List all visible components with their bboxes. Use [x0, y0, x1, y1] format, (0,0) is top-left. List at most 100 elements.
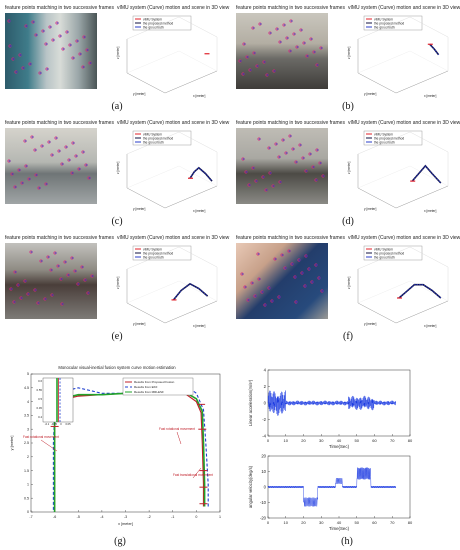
feature-point-match — [41, 145, 44, 147]
plot-title: vIMU system (Curve) motion and scene in … — [117, 235, 230, 241]
inset-x-tick-label: 0 — [60, 422, 62, 426]
accel-y-tick-label: 4 — [264, 368, 267, 373]
grid-line — [409, 246, 449, 268]
grid-line — [178, 131, 218, 153]
feature-point-match — [58, 150, 61, 152]
plot-title: vIMU system (Curve) motion and scene in … — [348, 235, 460, 241]
feature-point-match — [29, 63, 32, 65]
feature-point-match — [86, 49, 89, 51]
grid-line — [178, 246, 218, 268]
feature-point-match — [9, 45, 12, 47]
feature-point-match — [91, 275, 94, 277]
inset-x-tick-label: -0.1 — [45, 422, 50, 426]
feature-point-match — [305, 255, 308, 257]
legend-box — [363, 245, 423, 261]
feature-point-match — [290, 20, 293, 22]
feature-point-match — [57, 265, 60, 267]
feature-point-match — [49, 26, 52, 28]
feature-point-match — [11, 173, 14, 175]
y-axis-label: y [meter] — [133, 207, 146, 211]
accel-x-tick-label: 30 — [319, 438, 324, 443]
feature-point-match — [88, 177, 91, 179]
feature-point-match — [285, 152, 288, 154]
feature-point-match — [21, 182, 24, 184]
feature-point-match — [322, 175, 325, 177]
camera-frame-image — [236, 128, 328, 204]
z-axis-label: z [meter] — [116, 161, 120, 174]
feature-point-match — [14, 271, 17, 273]
feature-point-match — [50, 269, 53, 271]
feature-point-match — [256, 65, 259, 67]
feature-point-match — [44, 298, 47, 300]
feature-points-overlay — [7, 19, 92, 75]
trajectory-proposed — [189, 166, 213, 182]
grid-line — [409, 50, 449, 72]
caption-d: (d) — [342, 216, 354, 227]
feature-point-match — [319, 162, 322, 164]
x-axis — [164, 70, 218, 94]
feature-point-match — [318, 277, 321, 279]
feature-point-match — [244, 286, 247, 288]
y-tick-label: 4 — [27, 400, 29, 404]
inset-y-tick-label: 0.45 — [37, 406, 43, 410]
feature-point-match — [288, 250, 291, 252]
feature-point-match — [315, 264, 318, 266]
photo-title: feature points matching in two successiv… — [236, 5, 345, 11]
feature-point-match — [295, 161, 298, 163]
photo-title: feature points matching in two successiv… — [5, 120, 114, 126]
trajectory-proposed — [411, 164, 442, 184]
feature-point-match — [72, 142, 75, 144]
panel-a: feature points matching in two successiv… — [5, 5, 229, 115]
feature-point-match — [27, 293, 30, 295]
panel-c: feature points matching in two successiv… — [5, 120, 229, 230]
gyro-y-tick-label: 10 — [261, 469, 266, 474]
feature-points-overlay — [7, 135, 91, 190]
feature-point-match — [40, 260, 43, 262]
panel-f: feature points matching in two successiv… — [236, 235, 460, 345]
accel-x-tick-label: 60 — [372, 438, 377, 443]
feature-point-match — [19, 54, 22, 56]
gyro-x-tick-label: 30 — [319, 520, 324, 525]
grid-line — [126, 280, 180, 304]
feature-point-match — [254, 295, 257, 297]
x-axis — [395, 70, 449, 94]
camera-frame-image — [5, 13, 97, 89]
gyro-x-axis-label: Time(Sec) — [329, 526, 350, 531]
y-axis — [357, 72, 397, 94]
feature-point-match — [38, 187, 41, 189]
feature-point-match — [321, 290, 324, 292]
z-axis-label: z [meter] — [347, 46, 351, 59]
feature-point-match — [275, 143, 278, 145]
feature-point-match — [279, 181, 282, 183]
x-tick-label: -1 — [171, 515, 174, 519]
x-axis-label: x [meter] — [424, 209, 437, 213]
y-tick-label: 2.5 — [24, 441, 29, 445]
x-axis-label: x [meter] — [118, 522, 133, 526]
grid-line — [409, 165, 449, 187]
x-tick-label: -2 — [148, 515, 151, 519]
legend-label: vIMU System — [143, 247, 162, 251]
feature-point-match — [266, 74, 269, 76]
feature-point-match — [51, 154, 54, 156]
z-axis-label: z [meter] — [347, 161, 351, 174]
trajectory-truth — [411, 165, 442, 184]
feature-point-match — [286, 37, 289, 39]
x-axis-label: x [meter] — [424, 94, 437, 98]
feature-point-match — [18, 169, 21, 171]
feature-point-match — [22, 67, 25, 69]
y-tick-label: 5 — [27, 372, 29, 376]
feature-point-match — [308, 268, 311, 270]
feature-point-match — [263, 61, 266, 63]
feature-point-match — [56, 22, 59, 24]
inset-y-tick-label: 0.5 — [38, 397, 42, 401]
angular-velocity-series — [267, 467, 396, 507]
y-axis — [357, 187, 397, 209]
feature-point-match — [61, 303, 64, 305]
feature-point-match — [268, 147, 271, 149]
feature-point-match — [20, 297, 23, 299]
legend-label: the groud truth — [374, 255, 395, 259]
trajectory-chart: Monocular visual-inertial fusion system … — [10, 365, 221, 526]
feature-point-match — [10, 288, 13, 290]
grid-line — [357, 246, 411, 270]
caption-h: (h) — [341, 536, 353, 547]
